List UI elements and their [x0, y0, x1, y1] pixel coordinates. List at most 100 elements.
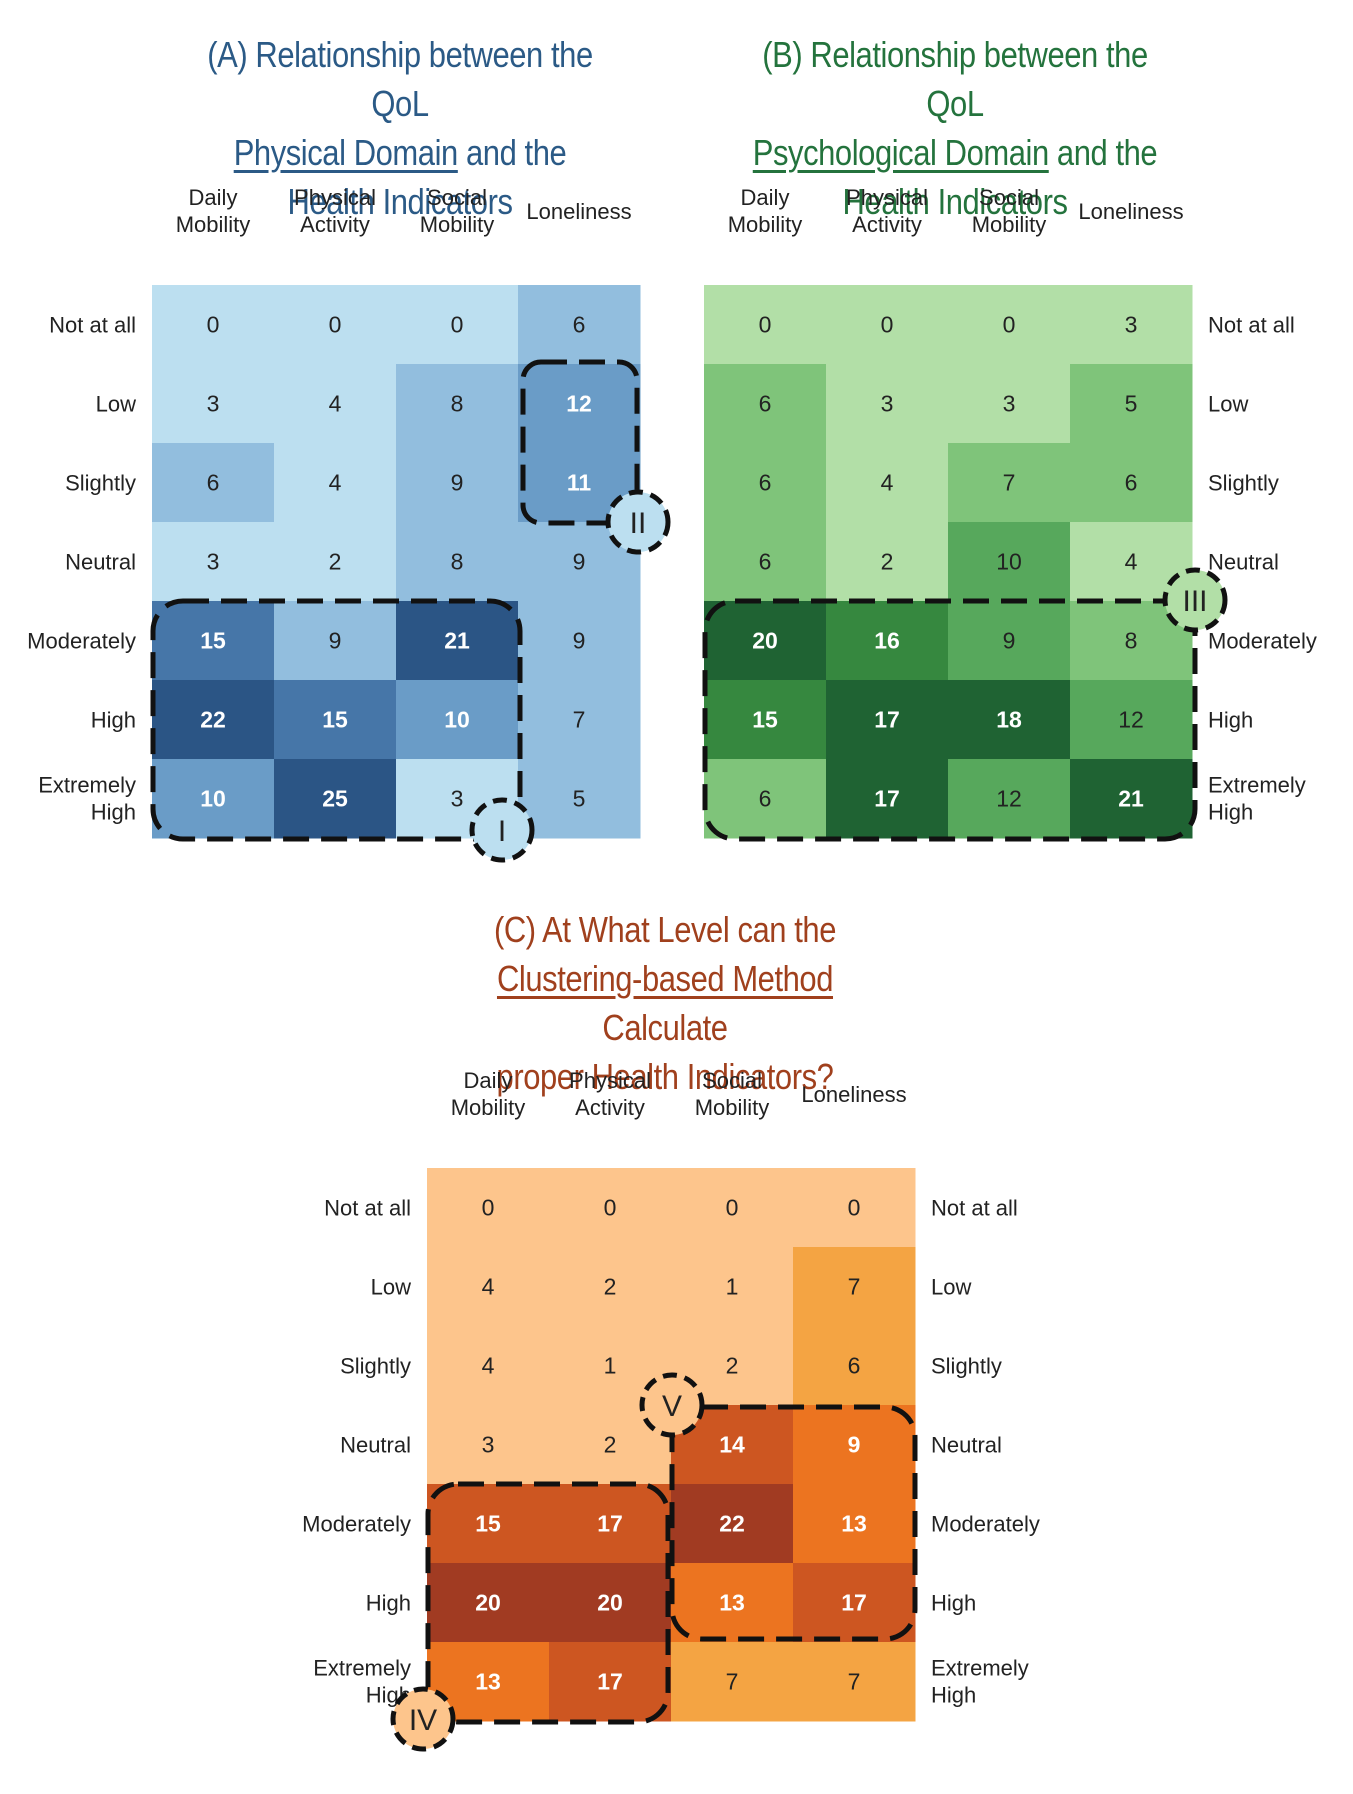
heatmap-cell — [427, 1247, 550, 1327]
row-label-left: Moderately — [302, 1512, 411, 1537]
cell-value: 15 — [322, 707, 348, 733]
cell-value: 14 — [719, 1432, 745, 1458]
row-label-left: Low — [96, 392, 136, 417]
cell-value: 2 — [726, 1353, 739, 1379]
heatmap-cell — [826, 285, 949, 365]
row-label-left: High — [91, 708, 136, 733]
heatmap-cell — [826, 680, 949, 760]
row-label-right: Extremely High — [1208, 773, 1306, 825]
heatmap-cell — [793, 1168, 916, 1248]
cell-value: 10 — [200, 786, 226, 812]
heatmap-cell — [948, 759, 1071, 839]
cell-value: 1 — [604, 1353, 617, 1379]
cell-value: 12 — [566, 391, 592, 417]
row-label-right: Not at all — [1208, 313, 1295, 338]
cell-value: 0 — [207, 312, 220, 338]
cell-value: 2 — [329, 549, 342, 575]
row-label-left: Neutral — [340, 1433, 411, 1458]
panel-c-title-underlined: Clustering-based Method — [496, 958, 834, 999]
column-label: Physical Activity — [294, 185, 376, 237]
heatmap-cell — [427, 1563, 550, 1643]
cell-value: 4 — [881, 470, 894, 496]
cell-value: 4 — [329, 470, 342, 496]
cell-value: 22 — [200, 707, 226, 733]
heatmap-cell — [1070, 364, 1193, 444]
cell-value: 6 — [759, 786, 772, 812]
heatmap-cell — [518, 680, 641, 760]
cell-value: 20 — [475, 1590, 501, 1616]
cell-value: 6 — [759, 470, 772, 496]
cell-value: 3 — [482, 1432, 495, 1458]
cell-value: 0 — [482, 1195, 495, 1221]
heatmap-cell — [826, 522, 949, 602]
heatmap-cell — [1070, 680, 1193, 760]
cell-value: 0 — [451, 312, 464, 338]
cell-value: 13 — [841, 1511, 867, 1537]
panel-c-title: (C) At What Level can the Clustering-bas… — [450, 905, 880, 1101]
panel-b-title-underlined: Psychological Domain — [752, 132, 1049, 173]
heatmap-cell — [518, 601, 641, 681]
row-label-right: Moderately — [1208, 629, 1317, 654]
heatmap-cell — [671, 1168, 794, 1248]
heatmap-cell — [152, 680, 275, 760]
column-label: Social Mobility — [972, 185, 1047, 237]
cell-value: 11 — [567, 470, 592, 496]
row-label-left: Neutral — [65, 550, 136, 575]
annotation-marker — [469, 797, 535, 863]
cell-value: 9 — [573, 549, 586, 575]
row-label-right: High — [1208, 708, 1253, 733]
heatmap-cell — [396, 680, 519, 760]
cell-value: 6 — [759, 549, 772, 575]
panel-a-title: (A) Relationship between the QoL Physica… — [185, 30, 615, 226]
heatmap-cell — [948, 601, 1071, 681]
column-label: Social Mobility — [695, 1068, 770, 1120]
row-label-left: Slightly — [340, 1354, 411, 1379]
panel-a-title-line2: Physical Domain and the — [185, 128, 615, 177]
cell-value: 12 — [996, 786, 1022, 812]
heatmap-cell — [948, 285, 1071, 365]
row-label-right: High — [931, 1591, 976, 1616]
panel-a-title-line3: Health Indicators — [287, 181, 513, 222]
panel-b-title: (B) Relationship between the QoL Psychol… — [736, 30, 1175, 226]
heatmap-cell — [152, 364, 275, 444]
heatmap-cell — [152, 759, 275, 839]
row-label-right: Low — [1208, 392, 1248, 417]
cell-value: 15 — [752, 707, 778, 733]
heatmap-cell — [396, 601, 519, 681]
heatmap-cell — [518, 759, 641, 839]
row-label-left: High — [366, 1591, 411, 1616]
cell-value: 4 — [1125, 549, 1138, 575]
cell-value: 15 — [475, 1511, 501, 1537]
heatmap-cell — [427, 1484, 550, 1564]
heatmap-cell — [704, 522, 827, 602]
heatmap-cell — [704, 285, 827, 365]
cell-value: 9 — [573, 628, 586, 654]
column-label: Daily Mobility — [176, 185, 251, 237]
annotation-marker — [605, 489, 671, 555]
panel-c-title-line2: Clustering-based Method Calculate — [450, 954, 880, 1052]
heatmap-cell — [948, 443, 1071, 523]
highlight-box — [425, 1481, 671, 1725]
heatmap-cell — [671, 1247, 794, 1327]
cell-value: 0 — [604, 1195, 617, 1221]
cell-value: 9 — [848, 1432, 861, 1458]
cell-value: 4 — [482, 1274, 495, 1300]
cell-value: 4 — [482, 1353, 495, 1379]
cell-value: 17 — [874, 707, 900, 733]
cell-value: 7 — [848, 1274, 861, 1300]
heatmap-cell — [793, 1326, 916, 1406]
cell-value: 15 — [200, 628, 226, 654]
panel-b-title-line3: Health Indicators — [842, 181, 1068, 222]
heatmap-cell — [152, 601, 275, 681]
annotation-label: IV — [409, 1704, 437, 1737]
cell-value: 20 — [752, 628, 778, 654]
row-label-right: Extremely High — [931, 1656, 1029, 1708]
cell-value: 7 — [726, 1669, 739, 1695]
annotation-label: I — [498, 815, 506, 848]
heatmap-cell — [826, 443, 949, 523]
cell-value: 0 — [726, 1195, 739, 1221]
row-label-right: Low — [931, 1275, 971, 1300]
cell-value: 6 — [207, 470, 220, 496]
heatmap-cell — [549, 1642, 672, 1722]
cell-value: 9 — [451, 470, 464, 496]
